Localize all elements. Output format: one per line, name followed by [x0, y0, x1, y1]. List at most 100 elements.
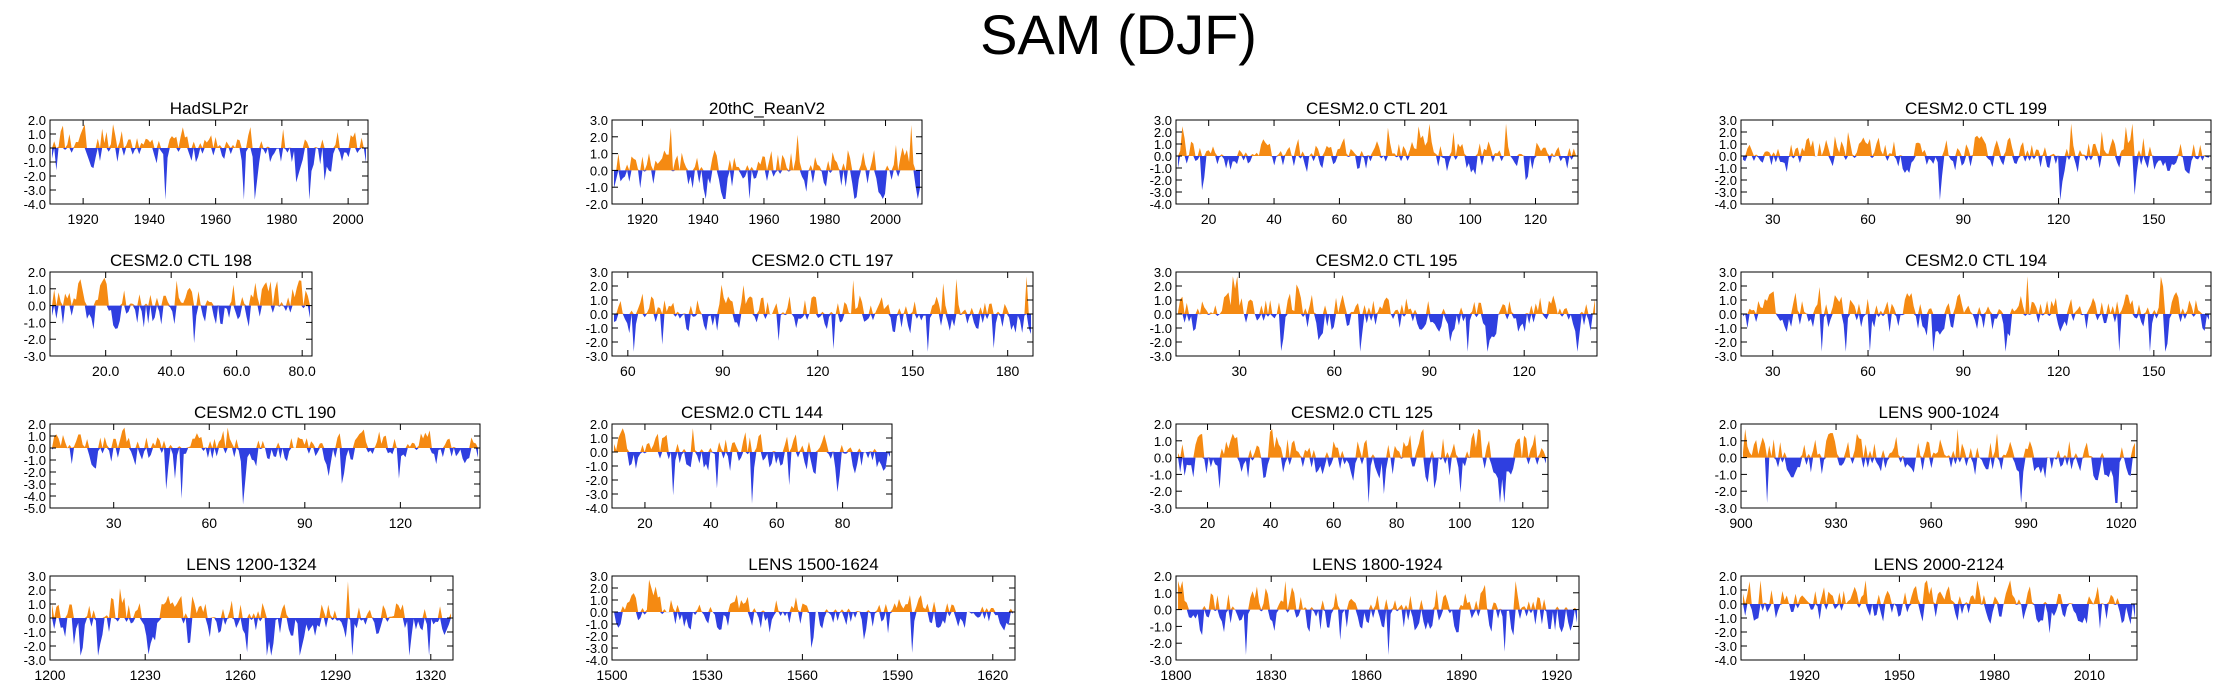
y-tick-label: 0.0 — [1154, 149, 1172, 164]
y-tick-label: 1.0 — [28, 429, 46, 444]
y-tick-label: -1.0 — [1150, 619, 1172, 634]
x-tick-label: 20 — [637, 515, 653, 531]
y-tick-label: 2.0 — [1154, 417, 1172, 432]
x-tick-label: 100 — [1448, 515, 1472, 531]
x-tick-label: 40 — [703, 515, 719, 531]
plot-frame — [1175, 423, 1549, 509]
y-tick-label: 2.0 — [1154, 279, 1172, 294]
x-tick-label: 1590 — [882, 667, 913, 683]
x-tick-label: 90 — [1421, 363, 1437, 379]
figure-title: SAM (DJF) — [980, 3, 1257, 66]
chart-panel: 3.02.01.00.0-1.0-2.0-3.0 30 60 90 120 CESM2.0… — [1150, 251, 1598, 379]
y-tick-label: -4.0 — [586, 501, 608, 516]
y-tick-label: 1.0 — [1154, 586, 1172, 601]
x-tick-label: 1980 — [266, 211, 297, 227]
y-tick-label: -2.0 — [24, 169, 46, 184]
x-tick-label: 1940 — [134, 211, 165, 227]
y-tick-label: -3.0 — [1715, 349, 1737, 364]
panel-title: CESM2.0 CTL 144 — [681, 403, 823, 422]
panel-title: CESM2.0 CTL 199 — [1905, 99, 2047, 118]
chart-panel: 3.02.01.00.0-1.0-2.0-3.0 30 60 90 120 150 CESM… — [1715, 251, 2212, 379]
chart-panel: 2.0 1.0 0.0-1.0 -2.0 -3.0 20.0 40.0 60.0 80.0 CES… — [24, 251, 316, 379]
x-tick-label: 180 — [996, 363, 1020, 379]
panel-title: HadSLP2r — [170, 99, 249, 118]
x-tick-label: 1950 — [1884, 667, 1915, 683]
panel-title: CESM2.0 CTL 190 — [194, 403, 336, 422]
y-tick-label: 3.0 — [590, 113, 608, 128]
positive-area — [1178, 429, 1546, 458]
x-tick-label: 120 — [1511, 515, 1535, 531]
y-tick-label: -3.0 — [586, 349, 608, 364]
positive-area — [1178, 581, 1577, 610]
y-tick-label: -4.0 — [1150, 197, 1172, 212]
x-tick-label: 1940 — [688, 211, 719, 227]
y-tick-label: -5.0 — [24, 501, 46, 516]
y-tick-label: -2.0 — [1715, 173, 1737, 188]
y-tick-label: -1.0 — [1150, 321, 1172, 336]
x-tick-label: 120 — [806, 363, 830, 379]
y-tick-label: -1.0 — [586, 459, 608, 474]
y-tick-label: 3.0 — [1719, 113, 1737, 128]
y-tick-label: -1.0 — [1715, 467, 1737, 482]
y-tick-label: 0.0 — [1719, 451, 1737, 466]
y-tick-label: 3.0 — [28, 569, 46, 584]
x-tick-label: 20 — [1200, 515, 1216, 531]
positive-area — [52, 277, 310, 306]
x-tick-label: 1980 — [809, 211, 840, 227]
x-tick-label: 1290 — [320, 667, 351, 683]
y-tick-label: -2.0 — [1150, 173, 1172, 188]
y-tick-label: 0.0 — [28, 299, 46, 314]
y-tick-label: -3.0 — [24, 349, 46, 364]
y-tick-label: 2.0 — [1719, 125, 1737, 140]
x-tick-label: 120 — [2047, 363, 2071, 379]
x-tick-label: 1920 — [1541, 667, 1572, 683]
panel-title: LENS 1500-1624 — [748, 555, 878, 574]
y-tick-label: 3.0 — [1154, 113, 1172, 128]
y-tick-label: -1.0 — [1715, 161, 1737, 176]
y-tick-label: 0.0 — [1154, 307, 1172, 322]
negative-area — [1178, 314, 1595, 352]
y-tick-label: 1.0 — [590, 431, 608, 446]
y-tick-label: 1.0 — [1154, 137, 1172, 152]
y-tick-label: 0.0 — [1719, 149, 1737, 164]
x-tick-label: 1920 — [1789, 667, 1820, 683]
chart-panel: 3.02.01.00.0-1.0-2.0-3.0-4.0 30 60 90 120 150… — [1715, 99, 2212, 227]
y-tick-label: 2.0 — [1719, 569, 1737, 584]
x-tick-label: 1830 — [1256, 667, 1287, 683]
panel-title: 20thC_ReanV2 — [709, 99, 825, 118]
y-tick-label: -2.0 — [24, 332, 46, 347]
y-tick-label: -2.0 — [586, 197, 608, 212]
x-tick-label: 1530 — [692, 667, 723, 683]
negative-area — [614, 612, 1013, 653]
x-tick-label: 150 — [2142, 211, 2166, 227]
y-tick-label: 2.0 — [1719, 279, 1737, 294]
positive-area — [52, 581, 451, 618]
y-tick-label: -3.0 — [24, 653, 46, 668]
positive-area — [52, 124, 366, 148]
y-tick-label: -2.0 — [586, 335, 608, 350]
y-tick-label: 1.0 — [1154, 434, 1172, 449]
chart-panel: 2.01.00.0-1.0-2.0-3.0-4.0 1920 1940 1960 198… — [24, 99, 369, 227]
y-tick-label: -4.0 — [24, 197, 46, 212]
negative-area — [1178, 457, 1546, 503]
y-tick-label: -1.0 — [1715, 611, 1737, 626]
x-tick-label: 1620 — [977, 667, 1008, 683]
y-tick-label: 1.0 — [590, 147, 608, 162]
y-tick-label: -2.0 — [586, 629, 608, 644]
plot-frame — [611, 575, 1016, 661]
negative-area — [1743, 156, 2209, 201]
y-tick-label: 2.0 — [1719, 417, 1737, 432]
y-tick-label: -2.0 — [24, 465, 46, 480]
x-tick-label: 150 — [2142, 363, 2166, 379]
y-tick-label: 1.0 — [1719, 583, 1737, 598]
y-tick-label: 1.0 — [1719, 434, 1737, 449]
negative-area — [52, 305, 310, 344]
x-tick-label: 40 — [1266, 211, 1282, 227]
y-tick-label: 0.0 — [1719, 597, 1737, 612]
y-tick-label: -3.0 — [1715, 501, 1737, 516]
panel-title: LENS 900-1024 — [1879, 403, 2000, 422]
